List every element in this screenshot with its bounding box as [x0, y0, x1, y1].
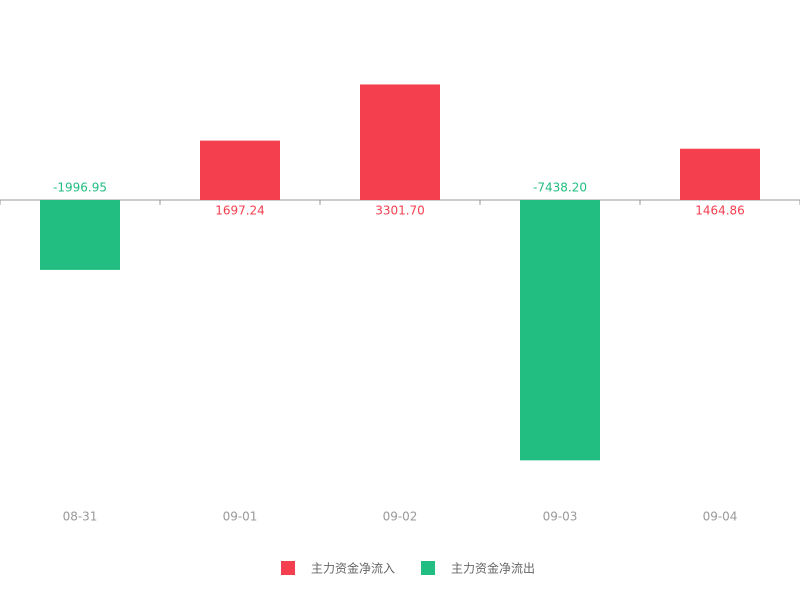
bar — [520, 200, 600, 461]
x-tick-label: 09-04 — [703, 510, 738, 524]
bar — [680, 148, 760, 200]
x-tick-label: 09-01 — [223, 510, 258, 524]
legend-swatch — [281, 561, 295, 575]
value-label: -7438.20 — [533, 181, 587, 195]
legend-label: 主力资金净流入 — [311, 561, 395, 576]
bar — [200, 140, 280, 200]
legend-swatch — [421, 561, 436, 575]
value-label: 1464.86 — [695, 204, 745, 218]
x-tick-label: 09-02 — [383, 510, 418, 524]
value-label: -1996.95 — [53, 181, 107, 195]
bar — [40, 200, 120, 270]
legend-label: 主力资金净流出 — [451, 561, 535, 576]
value-label: 1697.24 — [215, 204, 265, 218]
value-label: 3301.70 — [375, 204, 425, 218]
x-tick-label: 09-03 — [543, 510, 578, 524]
bar — [360, 84, 440, 200]
x-tick-label: 08-31 — [63, 510, 98, 524]
